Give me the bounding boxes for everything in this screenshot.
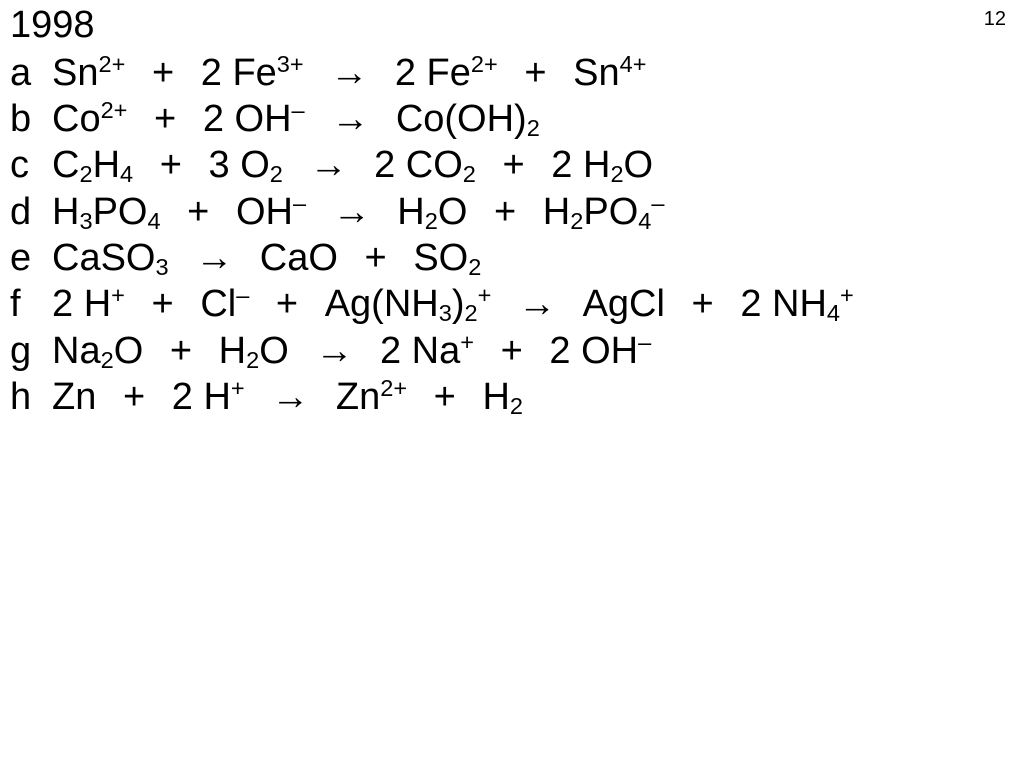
- equation-list: aSn2++2 Fe3+→2 Fe2++Sn4+bCo2++2 OH–→Co(O…: [10, 50, 1014, 421]
- equation-body: CaSO3→CaO+SO2: [52, 235, 1014, 281]
- chemical-species: Zn2+: [336, 376, 407, 418]
- equation-row: f2 H++Cl–+Ag(NH3)2+→AgCl+2 NH4+: [10, 281, 1014, 327]
- equation-label: d: [10, 189, 52, 235]
- chemical-species: Zn: [52, 376, 96, 418]
- equation-body: Na2O+H2O→2 Na++2 OH–: [52, 328, 1014, 374]
- year-heading: 1998: [10, 4, 1014, 48]
- equation-body: Sn2++2 Fe3+→2 Fe2++Sn4+: [52, 50, 1014, 96]
- chemical-species: H2O: [397, 191, 467, 233]
- chemical-species: OH–: [236, 191, 306, 233]
- equation-label: f: [10, 281, 52, 327]
- equation-body: H3PO4+OH–→H2O+H2PO4–: [52, 189, 1014, 235]
- equation-label: h: [10, 374, 52, 420]
- chemical-species: Co(OH)2: [396, 98, 540, 140]
- chemical-species: Na+: [412, 330, 474, 372]
- chemical-species: SO2: [413, 237, 481, 279]
- chemical-species: CO2: [406, 144, 476, 186]
- chemical-species: Ag(NH3)2+: [325, 283, 492, 325]
- arrow-icon: →: [195, 235, 233, 281]
- equation-body: Zn+2 H+→Zn2++H2: [52, 374, 1014, 420]
- chemical-species: CaSO3: [52, 237, 169, 279]
- chemical-species: H+: [203, 376, 244, 418]
- equation-label: e: [10, 235, 52, 281]
- chemical-species: OH–: [235, 98, 305, 140]
- equation-row: eCaSO3→CaO+SO2: [10, 235, 1014, 281]
- slide: 12 1998 aSn2++2 Fe3+→2 Fe2++Sn4+bCo2++2 …: [0, 0, 1024, 768]
- equation-body: Co2++2 OH–→Co(OH)2: [52, 96, 1014, 142]
- arrow-icon: →: [271, 374, 309, 420]
- chemical-species: Sn4+: [573, 52, 646, 94]
- chemical-species: H2O: [219, 330, 289, 372]
- chemical-species: Sn2+: [52, 52, 125, 94]
- equation-body: 2 H++Cl–+Ag(NH3)2+→AgCl+2 NH4+: [52, 281, 1014, 327]
- arrow-icon: →: [331, 96, 369, 142]
- equation-label: b: [10, 96, 52, 142]
- chemical-species: H2: [482, 376, 523, 418]
- chemical-species: H+: [84, 283, 125, 325]
- chemical-species: H2PO4–: [543, 191, 665, 233]
- chemical-species: H3PO4: [52, 191, 161, 233]
- equation-label: a: [10, 50, 52, 96]
- chemical-species: Fe3+: [232, 52, 303, 94]
- chemical-species: Cl–: [200, 283, 249, 325]
- arrow-icon: →: [309, 142, 347, 188]
- equation-row: dH3PO4+OH–→H2O+H2PO4–: [10, 189, 1014, 235]
- chemical-species: Fe2+: [427, 52, 498, 94]
- equation-row: gNa2O+H2O→2 Na++2 OH–: [10, 328, 1014, 374]
- chemical-species: NH4+: [772, 283, 854, 325]
- equation-row: hZn+2 H+→Zn2++H2: [10, 374, 1014, 420]
- arrow-icon: →: [315, 328, 353, 374]
- chemical-species: Co2+: [52, 98, 127, 140]
- chemical-species: CaO: [260, 237, 338, 279]
- equation-row: aSn2++2 Fe3+→2 Fe2++Sn4+: [10, 50, 1014, 96]
- chemical-species: C2H4: [52, 144, 133, 186]
- slide-content: 1998 aSn2++2 Fe3+→2 Fe2++Sn4+bCo2++2 OH–…: [10, 4, 1014, 421]
- equation-label: c: [10, 142, 52, 188]
- equation-row: bCo2++2 OH–→Co(OH)2: [10, 96, 1014, 142]
- chemical-species: OH–: [581, 330, 651, 372]
- arrow-icon: →: [333, 189, 371, 235]
- arrow-icon: →: [330, 50, 368, 96]
- chemical-species: Na2O: [52, 330, 143, 372]
- equation-label: g: [10, 328, 52, 374]
- equation-body: C2H4+3 O2→2 CO2+2 H2O: [52, 142, 1014, 188]
- chemical-species: AgCl: [583, 283, 665, 325]
- chemical-species: O2: [240, 144, 283, 186]
- arrow-icon: →: [518, 281, 556, 327]
- chemical-species: H2O: [583, 144, 653, 186]
- equation-row: cC2H4+3 O2→2 CO2+2 H2O: [10, 142, 1014, 188]
